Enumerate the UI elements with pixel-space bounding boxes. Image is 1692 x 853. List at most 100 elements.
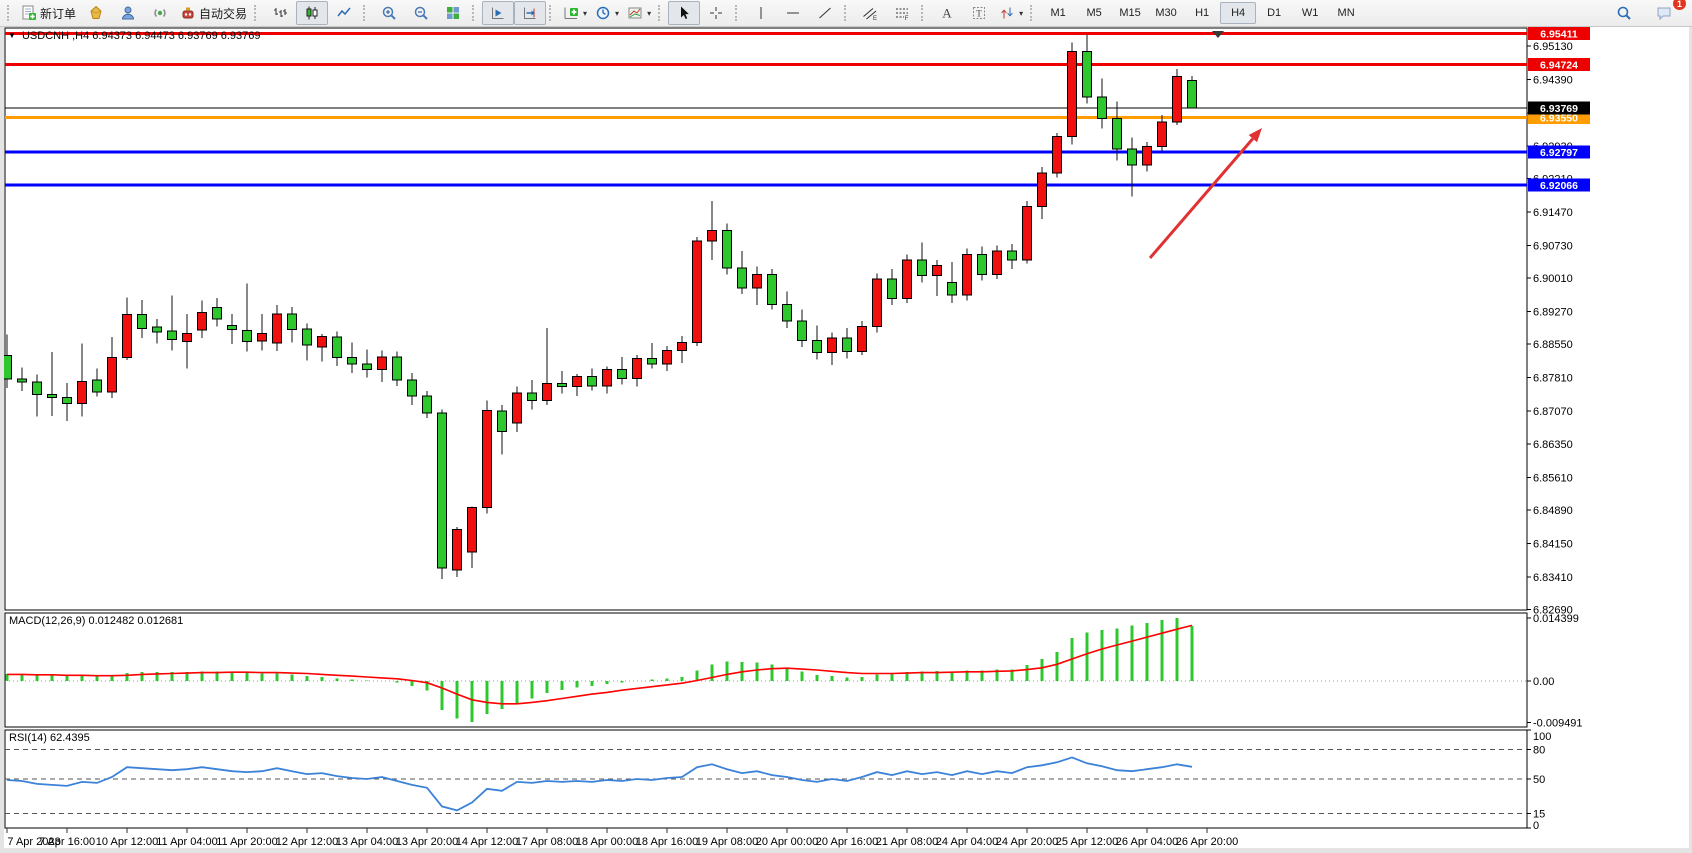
candle [1082, 34, 1092, 104]
window-edge-bottom [0, 848, 1692, 853]
candle [962, 248, 972, 301]
window-edge-right [1689, 27, 1692, 853]
dropdown-caret-icon[interactable]: ▾ [615, 8, 620, 18]
channel-button[interactable]: E [854, 1, 886, 25]
time-axis-label: 13 Apr 20:00 [396, 836, 458, 848]
timeframe-mn-button[interactable]: MN [1337, 7, 1355, 19]
indicators-icon [563, 5, 579, 21]
zoom-out-button[interactable] [405, 1, 437, 25]
chart-shift-button[interactable] [514, 1, 547, 25]
text-label-button[interactable]: T [963, 1, 995, 25]
macd-axis-label: 0.00 [1533, 676, 1554, 688]
time-axis-label: 25 Apr 12:00 [1056, 836, 1118, 848]
notification-badge[interactable]: 1 [1673, 0, 1686, 10]
chart-canvas[interactable]: 6.951306.943906.936506.929306.922106.914… [0, 27, 1692, 853]
autotrading-button[interactable]: 自动交易 [176, 1, 251, 25]
vertical-line-button[interactable] [745, 1, 777, 25]
toolbar: 新订单 自动交易 ▾ ▾ ▾ E F A T ▾ M1 M5 M15 M30 H1 H4 D1 W1 MN 1 [0, 0, 1692, 27]
price-axis-label: 6.85610 [1533, 472, 1573, 484]
text-icon: A [939, 5, 955, 21]
arrows-button[interactable]: ▾ [995, 1, 1027, 25]
timeframe-h1-button[interactable]: H1 [1195, 7, 1210, 19]
candle [347, 342, 357, 374]
timeframe-m1-button[interactable]: M1 [1050, 7, 1066, 19]
candle [707, 201, 717, 260]
crosshair-button[interactable] [700, 1, 732, 25]
timeframe-m30-button[interactable]: M30 [1155, 7, 1177, 19]
line-chart-button[interactable] [328, 1, 360, 25]
svg-text:A: A [942, 6, 952, 21]
toolbar-grip [844, 5, 849, 21]
search-button[interactable] [1608, 1, 1640, 25]
price-axis-label: 6.90730 [1533, 240, 1573, 252]
bar-chart-icon [272, 5, 288, 21]
price-badge [1528, 178, 1590, 192]
time-axis-label: 24 Apr 04:00 [936, 836, 998, 848]
auto-scroll-button[interactable] [482, 1, 515, 25]
candle [647, 343, 657, 369]
timeframe-m5-button[interactable]: M5 [1086, 7, 1102, 19]
timeframe-h4-button[interactable]: H4 [1220, 2, 1257, 24]
trendline-button[interactable] [809, 1, 841, 25]
candlestick-button[interactable] [296, 1, 329, 25]
price-axis-label: 6.88550 [1533, 339, 1573, 351]
rsi-axis-label: 50 [1533, 774, 1545, 786]
price-axis-label: 6.83410 [1533, 572, 1573, 584]
zoom-in-button[interactable] [373, 1, 405, 25]
rsi-axis-label: 80 [1533, 745, 1545, 757]
fibonacci-button[interactable]: F [886, 1, 918, 25]
candle [572, 374, 582, 396]
profile-button[interactable] [112, 1, 144, 25]
candle [407, 373, 417, 405]
tile-windows-button[interactable] [437, 1, 469, 25]
chat-button[interactable]: 1 [1648, 0, 1686, 25]
candle [827, 332, 837, 365]
candle [422, 390, 432, 418]
price-badge-label: 6.94724 [1540, 60, 1578, 72]
zoom-in-icon [381, 5, 397, 21]
dropdown-caret-icon[interactable]: ▾ [583, 8, 588, 18]
candle [377, 350, 387, 383]
timeframe-w1-button[interactable]: W1 [1301, 7, 1319, 19]
candle [722, 223, 732, 275]
new-order-button[interactable]: 新订单 [17, 1, 80, 25]
time-axis-label: 17 Apr 08:00 [516, 836, 578, 848]
price-axis-label: 6.87070 [1533, 406, 1573, 418]
candle [977, 246, 987, 281]
rsi-indicator-title: RSI(14) 62.4395 [9, 732, 90, 744]
text-button[interactable]: A [931, 1, 963, 25]
horizontal-line-button[interactable] [777, 1, 809, 25]
dropdown-caret-icon[interactable]: ▾ [647, 8, 652, 18]
candle [1037, 167, 1047, 220]
candle [482, 400, 492, 514]
cursor-button[interactable] [668, 1, 701, 25]
templates-button[interactable]: ▾ [623, 1, 655, 25]
chart-title-ohlc: 6.94373 6.94473 6.93769 6.93769 [92, 30, 261, 42]
timeframe-d1-button[interactable]: D1 [1267, 7, 1282, 19]
periods-button[interactable]: ▾ [591, 1, 623, 25]
main-chart-panel[interactable] [4, 27, 1528, 611]
time-axis-label: 11 Apr 20:00 [216, 836, 278, 848]
templates-icon [627, 5, 643, 21]
timeframe-m15-button[interactable]: M15 [1119, 7, 1141, 19]
price-axis-label: 6.94390 [1533, 75, 1573, 87]
candle [362, 349, 372, 378]
candle [587, 368, 597, 391]
svg-text:T: T [976, 9, 982, 19]
chart-shift-marker[interactable] [1212, 31, 1224, 38]
indicators-button[interactable]: ▾ [559, 1, 591, 25]
dropdown-caret-icon[interactable]: ▾ [1019, 8, 1024, 18]
bar-chart-button[interactable] [264, 1, 296, 25]
signals-button[interactable] [144, 1, 176, 25]
candle [527, 379, 537, 410]
trend-arrow-annotation[interactable] [1148, 128, 1262, 259]
price-axis-label: 6.84150 [1533, 538, 1573, 550]
candle [602, 366, 612, 394]
time-axis-label: 21 Apr 08:00 [876, 836, 938, 848]
time-axis-label: 7 Apr 2023 [7, 836, 60, 848]
time-axis-label: 14 Apr 12:00 [456, 836, 518, 848]
market-button[interactable] [80, 1, 112, 25]
candle [32, 374, 42, 417]
candle [617, 356, 627, 385]
autotrading-label: 自动交易 [199, 6, 248, 21]
